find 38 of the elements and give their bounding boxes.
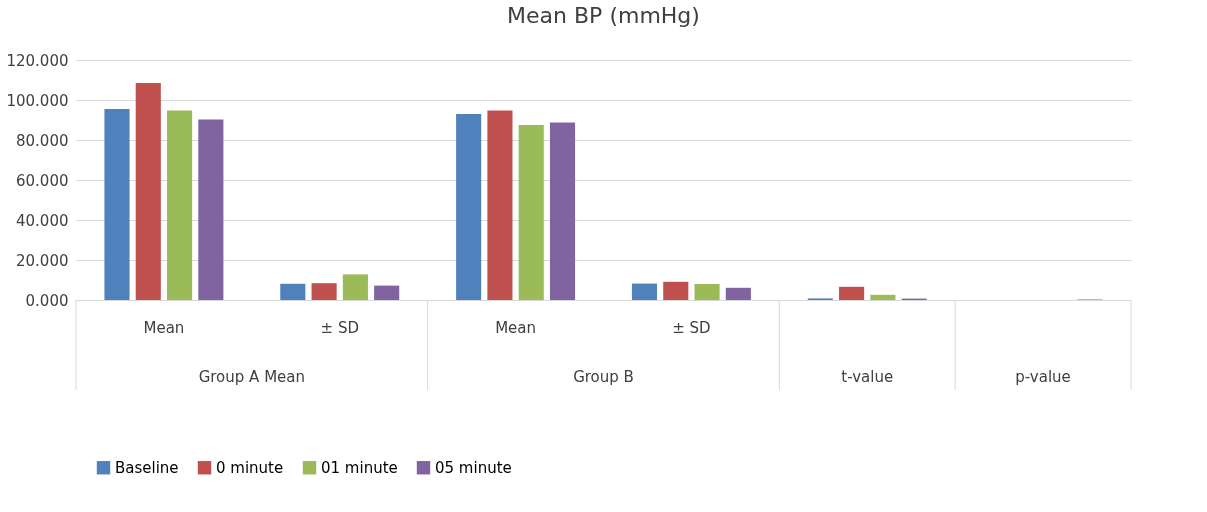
y-tick-label: 60.000 [16,171,69,190]
bar [135,83,161,300]
bar [456,114,482,300]
bar [631,283,658,300]
bar [694,284,720,300]
y-tick-label: 40.000 [16,211,69,230]
text: Group B [573,368,634,386]
y-tick-label: 100.000 [6,91,69,110]
legend-label: 0 minute [216,458,284,477]
bar [311,283,337,300]
bar [870,294,896,300]
legend-label: 05 minute [435,458,512,477]
bar [198,119,224,300]
y-tick-label: 120.000 [6,51,69,70]
y-tick-label: 0.000 [25,291,69,310]
bar [839,286,865,300]
bar [342,274,368,300]
chart-title: Mean BP (mmHg) [507,3,700,28]
bar [725,287,751,300]
bar [549,122,576,300]
x-tick-label: ± SD [672,318,711,337]
bar [280,283,306,300]
x-tick-label: Mean [143,318,185,337]
legend-label: 01 minute [321,458,398,477]
bar [104,109,130,300]
bar [374,285,400,300]
y-tick-label: 80.000 [16,131,69,150]
bar [518,125,544,300]
bar [167,110,193,300]
text: Group A Mean [198,368,306,386]
legend-label: Baseline [115,458,179,477]
text: p-value [1015,368,1071,386]
text: t-value [841,368,894,386]
y-tick-label: 20.000 [16,251,69,270]
x-tick-label: ± SD [320,318,359,337]
x-tick-label: Mean [495,318,537,337]
bar [487,110,513,300]
bar [663,281,689,300]
